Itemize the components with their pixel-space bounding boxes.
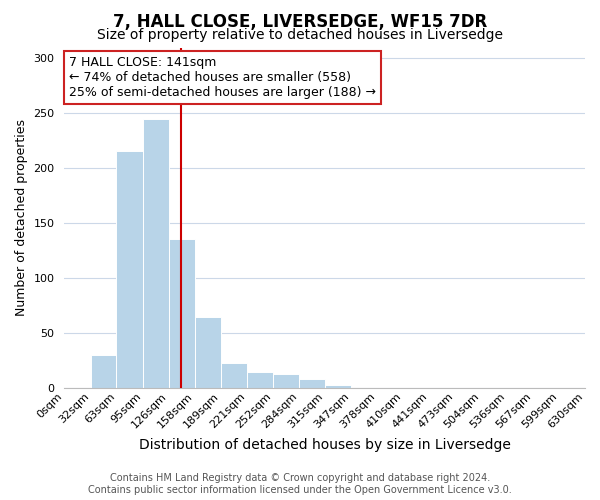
- Bar: [91, 356, 116, 388]
- Bar: [299, 378, 325, 388]
- Bar: [169, 239, 195, 388]
- Bar: [247, 372, 272, 388]
- Bar: [143, 119, 169, 388]
- Text: Contains HM Land Registry data © Crown copyright and database right 2024.
Contai: Contains HM Land Registry data © Crown c…: [88, 474, 512, 495]
- X-axis label: Distribution of detached houses by size in Liversedge: Distribution of detached houses by size …: [139, 438, 511, 452]
- Bar: [195, 317, 221, 388]
- Bar: [221, 363, 247, 388]
- Bar: [116, 151, 143, 388]
- Bar: [272, 374, 299, 388]
- Text: Size of property relative to detached houses in Liversedge: Size of property relative to detached ho…: [97, 28, 503, 42]
- Text: 7 HALL CLOSE: 141sqm
← 74% of detached houses are smaller (558)
25% of semi-deta: 7 HALL CLOSE: 141sqm ← 74% of detached h…: [68, 56, 376, 100]
- Bar: [325, 385, 351, 388]
- Text: 7, HALL CLOSE, LIVERSEDGE, WF15 7DR: 7, HALL CLOSE, LIVERSEDGE, WF15 7DR: [113, 12, 487, 30]
- Y-axis label: Number of detached properties: Number of detached properties: [15, 120, 28, 316]
